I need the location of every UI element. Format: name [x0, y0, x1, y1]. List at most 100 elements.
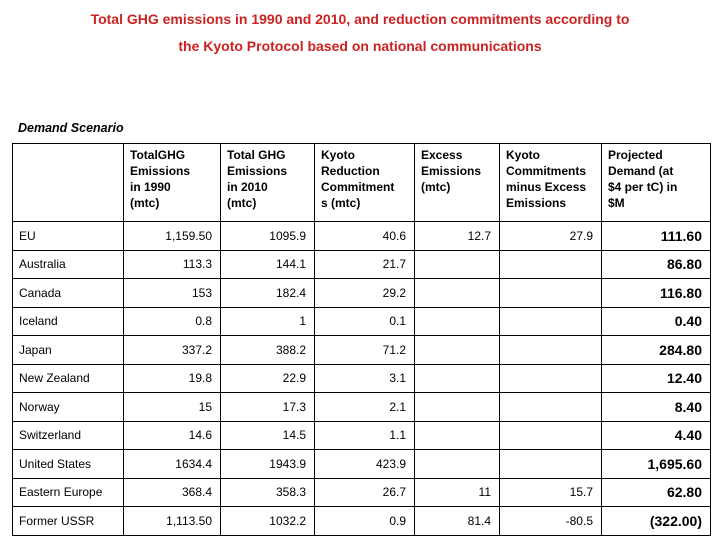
cell-kyoto-minus-excess [499, 278, 602, 308]
cell-country: United States [12, 449, 124, 479]
cell-emissions-1990: 113.3 [123, 249, 221, 279]
cell-emissions-1990: 0.8 [123, 306, 221, 336]
cell-excess-emissions: 11 [414, 477, 500, 507]
cell-country: EU [12, 221, 124, 251]
cell-kyoto-minus-excess: 15.7 [499, 477, 602, 507]
cell-emissions-2010: 1 [220, 306, 315, 336]
cell-country: Former USSR [12, 506, 124, 536]
cell-projected-demand: (322.00) [601, 506, 711, 536]
cell-kyoto-minus-excess [499, 392, 602, 422]
table-header: TotalGHG Emissions in 1990 (mtc) Total G… [12, 143, 711, 222]
cell-kyoto-reduction-commitments: 0.9 [314, 506, 415, 536]
table-row: United States 1634.4 1943.9 423.9 1,695.60 [12, 449, 711, 479]
cell-emissions-2010: 182.4 [220, 278, 315, 308]
header-excess-emissions: Excess Emissions (mtc) [414, 143, 500, 222]
cell-excess-emissions [414, 249, 500, 279]
cell-emissions-1990: 1,113.50 [123, 506, 221, 536]
cell-excess-emissions [414, 306, 500, 336]
table-header-row: TotalGHG Emissions in 1990 (mtc) Total G… [12, 143, 711, 222]
cell-kyoto-reduction-commitments: 26.7 [314, 477, 415, 507]
cell-country: Canada [12, 278, 124, 308]
cell-projected-demand: 4.40 [601, 420, 711, 450]
cell-kyoto-reduction-commitments: 29.2 [314, 278, 415, 308]
cell-excess-emissions: 12.7 [414, 221, 500, 251]
cell-emissions-2010: 22.9 [220, 363, 315, 393]
cell-emissions-2010: 17.3 [220, 392, 315, 422]
cell-emissions-1990: 14.6 [123, 420, 221, 450]
cell-emissions-2010: 358.3 [220, 477, 315, 507]
cell-projected-demand: 12.40 [601, 363, 711, 393]
cell-emissions-2010: 1943.9 [220, 449, 315, 479]
cell-projected-demand: 62.80 [601, 477, 711, 507]
table-body: EU 1,159.50 1095.9 40.6 12.7 27.9 111.60 Austra… [12, 221, 711, 536]
cell-projected-demand: 111.60 [601, 221, 711, 251]
cell-emissions-1990: 1634.4 [123, 449, 221, 479]
cell-country: New Zealand [12, 363, 124, 393]
table-row: Canada 153 182.4 29.2 116.80 [12, 278, 711, 308]
header-country [12, 143, 124, 222]
cell-excess-emissions [414, 392, 500, 422]
cell-country: Norway [12, 392, 124, 422]
cell-emissions-2010: 144.1 [220, 249, 315, 279]
cell-emissions-1990: 337.2 [123, 335, 221, 365]
table-row: Japan 337.2 388.2 71.2 284.80 [12, 335, 711, 365]
cell-emissions-1990: 1,159.50 [123, 221, 221, 251]
section-label: Demand Scenario [18, 121, 124, 135]
cell-kyoto-minus-excess [499, 335, 602, 365]
cell-excess-emissions: 81.4 [414, 506, 500, 536]
cell-kyoto-minus-excess [499, 363, 602, 393]
header-kyoto-minus-excess: Kyoto Commitments minus Excess Emissions [499, 143, 602, 222]
cell-country: Australia [12, 249, 124, 279]
cell-country: Eastern Europe [12, 477, 124, 507]
cell-kyoto-reduction-commitments: 423.9 [314, 449, 415, 479]
slide-title: Total GHG emissions in 1990 and 2010, an… [0, 6, 720, 60]
cell-projected-demand: 116.80 [601, 278, 711, 308]
cell-emissions-1990: 19.8 [123, 363, 221, 393]
header-kyoto-reduction-commitments: Kyoto Reduction Commitment s (mtc) [314, 143, 415, 222]
cell-projected-demand: 284.80 [601, 335, 711, 365]
emissions-table: TotalGHG Emissions in 1990 (mtc) Total G… [12, 143, 711, 536]
cell-projected-demand: 86.80 [601, 249, 711, 279]
cell-projected-demand: 1,695.60 [601, 449, 711, 479]
header-projected-demand: Projected Demand (at $4 per tC) in $M [601, 143, 711, 222]
cell-emissions-1990: 15 [123, 392, 221, 422]
table-row: Former USSR 1,113.50 1032.2 0.9 81.4 -80.5 (32… [12, 506, 711, 536]
cell-emissions-1990: 153 [123, 278, 221, 308]
table-row: New Zealand 19.8 22.9 3.1 12.40 [12, 363, 711, 393]
cell-kyoto-minus-excess [499, 420, 602, 450]
cell-kyoto-reduction-commitments: 2.1 [314, 392, 415, 422]
header-emissions-2010: Total GHG Emissions in 2010 (mtc) [220, 143, 315, 222]
cell-kyoto-minus-excess [499, 449, 602, 479]
cell-kyoto-minus-excess [499, 249, 602, 279]
slide-title-line2: the Kyoto Protocol based on national com… [178, 38, 542, 54]
cell-kyoto-minus-excess [499, 306, 602, 336]
emissions-table-container: TotalGHG Emissions in 1990 (mtc) Total G… [12, 143, 711, 536]
cell-excess-emissions [414, 335, 500, 365]
cell-emissions-2010: 14.5 [220, 420, 315, 450]
cell-emissions-2010: 1095.9 [220, 221, 315, 251]
cell-excess-emissions [414, 278, 500, 308]
cell-kyoto-minus-excess: -80.5 [499, 506, 602, 536]
cell-excess-emissions [414, 420, 500, 450]
cell-kyoto-reduction-commitments: 1.1 [314, 420, 415, 450]
cell-kyoto-reduction-commitments: 21.7 [314, 249, 415, 279]
cell-country: Japan [12, 335, 124, 365]
header-emissions-1990: TotalGHG Emissions in 1990 (mtc) [123, 143, 221, 222]
cell-kyoto-reduction-commitments: 3.1 [314, 363, 415, 393]
cell-kyoto-reduction-commitments: 40.6 [314, 221, 415, 251]
table-row: Iceland 0.8 1 0.1 0.40 [12, 306, 711, 336]
cell-excess-emissions [414, 449, 500, 479]
table-row: Switzerland 14.6 14.5 1.1 4.40 [12, 420, 711, 450]
table-row: Eastern Europe 368.4 358.3 26.7 11 15.7 62.80 [12, 477, 711, 507]
cell-emissions-1990: 368.4 [123, 477, 221, 507]
slide-title-line1: Total GHG emissions in 1990 and 2010, an… [90, 11, 630, 27]
cell-projected-demand: 8.40 [601, 392, 711, 422]
table-row: Norway 15 17.3 2.1 8.40 [12, 392, 711, 422]
table-row: EU 1,159.50 1095.9 40.6 12.7 27.9 111.60 [12, 221, 711, 251]
table-row: Australia 113.3 144.1 21.7 86.80 [12, 249, 711, 279]
cell-kyoto-reduction-commitments: 71.2 [314, 335, 415, 365]
cell-excess-emissions [414, 363, 500, 393]
cell-emissions-2010: 388.2 [220, 335, 315, 365]
cell-projected-demand: 0.40 [601, 306, 711, 336]
